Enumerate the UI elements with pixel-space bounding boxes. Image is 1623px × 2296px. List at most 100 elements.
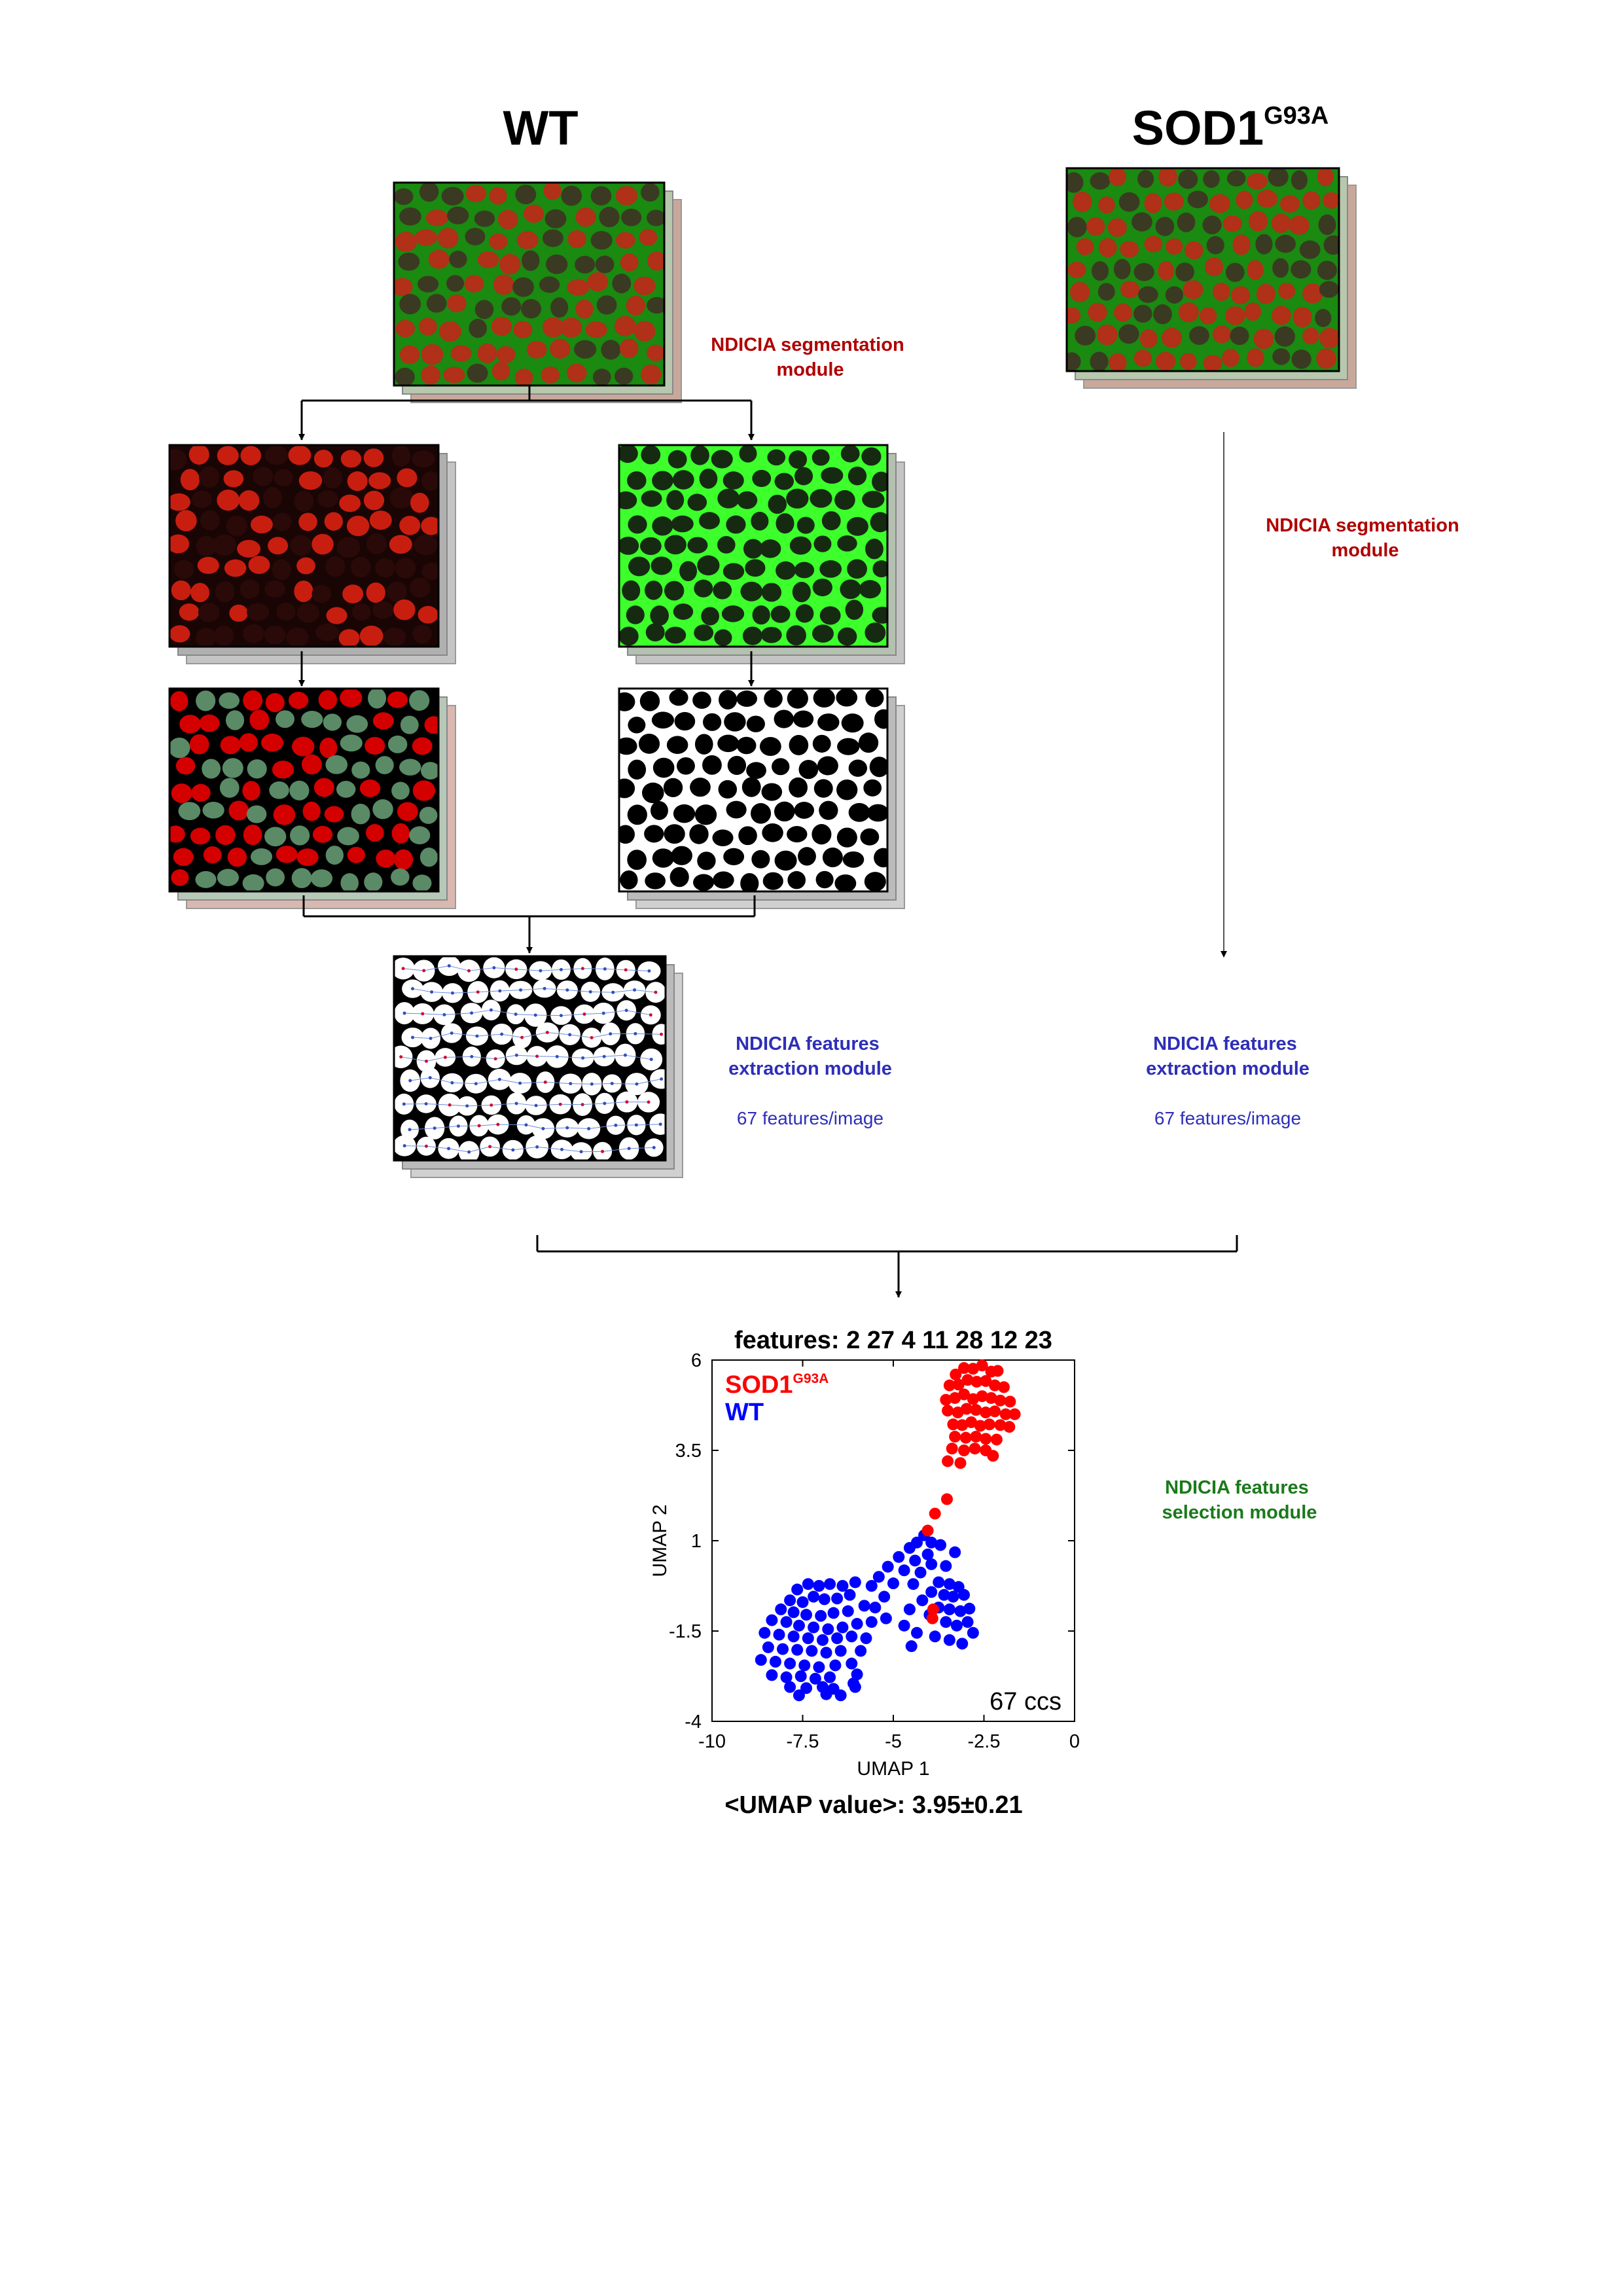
scatter-point — [926, 1612, 938, 1624]
scatter-point — [766, 1669, 778, 1681]
scatter-point — [971, 1376, 983, 1388]
scatter-point — [824, 1671, 836, 1683]
scatter-point — [903, 1603, 916, 1615]
scatter-point — [793, 1689, 805, 1702]
scatter-point — [947, 1590, 959, 1603]
scatter-point — [943, 1578, 955, 1590]
x-axis-label: UMAP 1 — [857, 1758, 929, 1780]
selection-module-label: NDICIA features selection module — [1162, 1477, 1317, 1523]
scatter-point — [762, 1641, 774, 1653]
scatter-point — [860, 1632, 872, 1645]
scatter-point — [777, 1643, 789, 1655]
scatter-point — [887, 1577, 899, 1590]
scatter-point — [925, 1536, 938, 1549]
scatter-point — [802, 1578, 814, 1590]
umap-chart: features: 2 27 4 11 28 12 23 -10 -7.5 -5 -2… — [649, 1327, 1080, 1819]
scatter-point — [844, 1588, 856, 1601]
scatter-point — [755, 1654, 767, 1666]
scatter-point — [836, 1580, 849, 1592]
scatter-point — [808, 1621, 820, 1634]
scatter-point — [967, 1393, 979, 1405]
scatter-point — [940, 1560, 952, 1572]
scatter-point — [808, 1590, 820, 1603]
scatter-point — [958, 1588, 971, 1601]
scatter-points — [755, 1359, 1021, 1702]
scatter-point — [970, 1404, 982, 1416]
scatter-point — [911, 1626, 923, 1639]
scatter-point — [831, 1632, 844, 1645]
scatter-point — [980, 1375, 992, 1388]
scatter-point — [914, 1566, 927, 1579]
scatter-point — [958, 1388, 971, 1401]
scatter-point — [943, 1634, 955, 1646]
umap-value-summary: <UMAP value>: 3.95±0.21 — [724, 1791, 1022, 1819]
scatter-point — [950, 1369, 962, 1381]
scatter-point — [997, 1381, 1010, 1393]
scatter-point — [800, 1609, 813, 1621]
scatter-point — [943, 1603, 955, 1615]
scatter-point — [949, 1431, 961, 1443]
scatter-point — [980, 1407, 992, 1419]
scatter-point — [827, 1607, 840, 1619]
scatter-point — [1008, 1408, 1021, 1420]
scatter-point — [784, 1594, 796, 1607]
scatter-point — [989, 1405, 1001, 1418]
scatter-point — [921, 1548, 934, 1560]
scatter-point — [787, 1606, 800, 1619]
scatter-point — [909, 1554, 921, 1567]
wt-heading: WT — [503, 101, 578, 155]
scatter-point — [940, 1393, 952, 1406]
scatter-point — [849, 1576, 861, 1588]
scatter-point — [990, 1433, 1003, 1446]
scatter-point — [780, 1616, 793, 1628]
scatter-point — [925, 1586, 938, 1598]
scatter-point — [836, 1621, 849, 1634]
wt-green-channel-image — [618, 444, 905, 664]
scatter-point — [903, 1542, 916, 1554]
scatter-point — [1004, 1395, 1016, 1408]
scatter-point — [793, 1619, 805, 1632]
scatter-point — [959, 1431, 972, 1444]
scatter-point — [942, 1455, 954, 1467]
scatter-point — [816, 1634, 829, 1646]
x-tick-label: -10 — [698, 1731, 726, 1752]
scatter-point — [994, 1394, 1007, 1407]
scatter-point — [869, 1602, 882, 1614]
scatter-point — [907, 1578, 919, 1590]
y-tick-label: -4 — [685, 1712, 702, 1732]
y-tick-label: 1 — [691, 1531, 702, 1552]
scatter-point — [956, 1419, 969, 1431]
wt-extraction-label: NDICIA features extraction module — [728, 1033, 892, 1079]
scatter-point — [831, 1592, 844, 1605]
scatter-point — [798, 1659, 811, 1672]
y-tick-label: 3.5 — [675, 1441, 702, 1462]
scatter-point — [970, 1431, 982, 1443]
scatter-point — [929, 1630, 941, 1643]
scatter-point — [935, 1539, 947, 1551]
scatter-point — [963, 1602, 976, 1615]
scatter-point — [820, 1688, 832, 1700]
scatter-point — [806, 1645, 818, 1657]
sod1-extraction-label: NDICIA features extraction module — [1146, 1033, 1310, 1079]
scatter-point — [855, 1645, 867, 1657]
scatter-point — [967, 1363, 979, 1375]
scatter-point — [846, 1657, 858, 1670]
wt-merged-image — [393, 181, 682, 403]
scatter-point — [940, 1493, 953, 1505]
scatter-point — [938, 1588, 950, 1601]
wt-fiber-classification-image — [168, 687, 456, 909]
scatter-point — [916, 1594, 929, 1607]
scatter-point — [940, 1616, 952, 1628]
scatter-point — [842, 1605, 854, 1617]
scatter-point — [933, 1576, 945, 1588]
scatter-point — [773, 1628, 785, 1641]
scatter-point — [898, 1564, 910, 1577]
scatter-point — [950, 1619, 963, 1632]
scatter-point — [882, 1560, 894, 1573]
sod1-heading-base: SOD1 — [1132, 101, 1264, 155]
scatter-point — [829, 1659, 842, 1672]
scatter-point — [796, 1596, 809, 1608]
x-tick-label: -5 — [885, 1731, 902, 1752]
scatter-point — [943, 1379, 955, 1391]
